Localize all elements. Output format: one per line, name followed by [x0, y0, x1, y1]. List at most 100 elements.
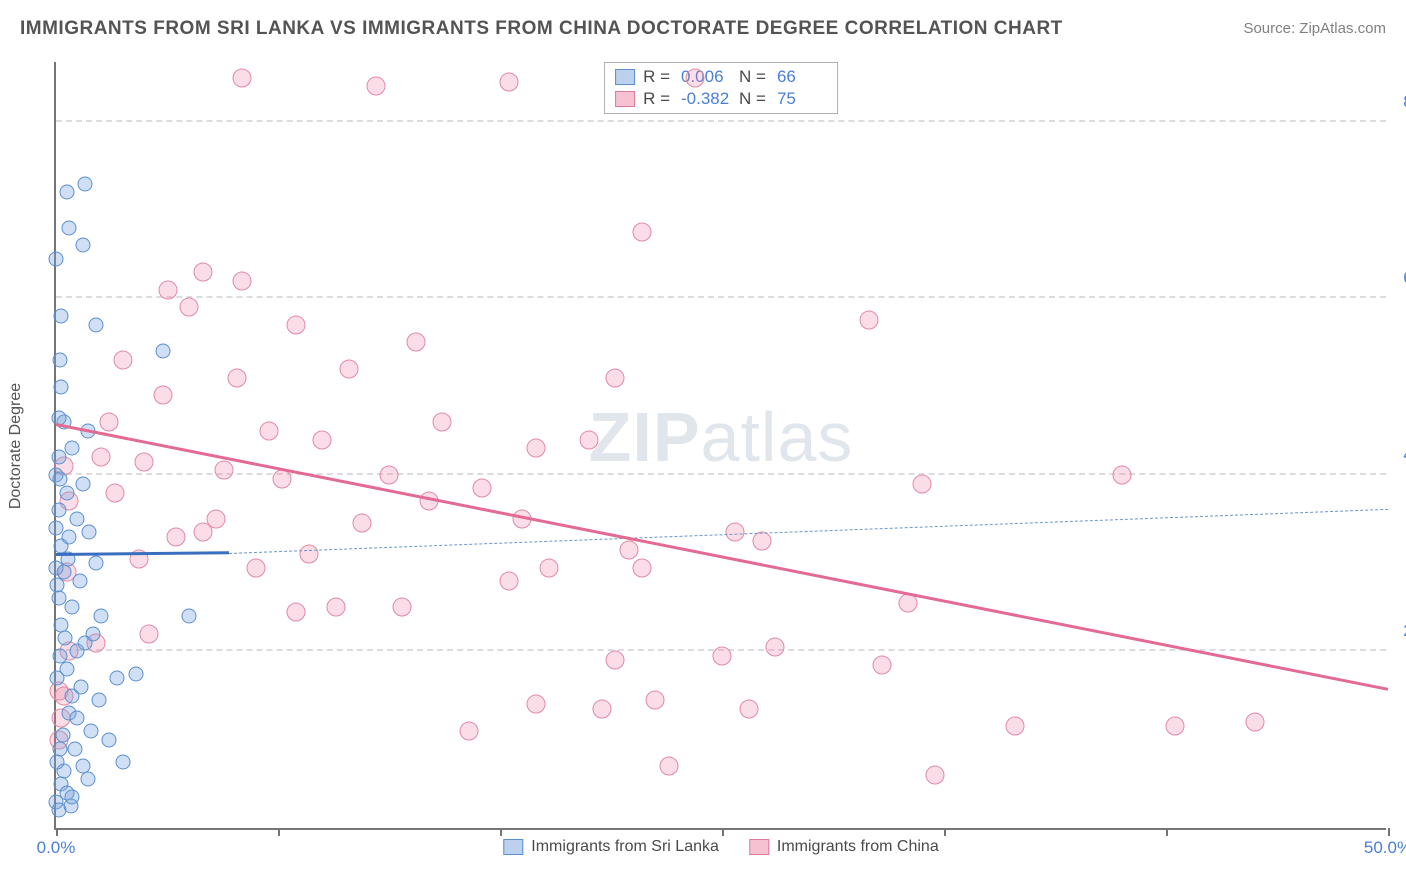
- scatter-point: [102, 732, 117, 747]
- x-tick: [278, 828, 280, 836]
- scatter-point: [859, 311, 878, 330]
- swatch-pink-icon: [615, 91, 635, 107]
- x-tick: [944, 828, 946, 836]
- x-tick-label: 50.0%: [1364, 838, 1406, 858]
- y-tick-label: 8.0%: [1392, 92, 1406, 112]
- x-tick: [1166, 828, 1168, 836]
- scatter-point: [158, 280, 177, 299]
- scatter-point: [110, 670, 125, 685]
- scatter-point: [686, 68, 705, 87]
- x-tick: [500, 828, 502, 836]
- scatter-point: [49, 520, 64, 535]
- scatter-point: [233, 271, 252, 290]
- scatter-point: [134, 452, 153, 471]
- x-tick: [722, 828, 724, 836]
- scatter-point: [539, 558, 558, 577]
- scatter-point: [64, 441, 79, 456]
- scatter-point: [50, 578, 65, 593]
- scatter-point: [499, 73, 518, 92]
- scatter-point: [140, 624, 159, 643]
- scatter-point: [193, 262, 212, 281]
- scatter-point: [380, 465, 399, 484]
- swatch-blue-icon: [503, 839, 523, 855]
- scatter-point: [50, 754, 65, 769]
- scatter-point: [58, 631, 73, 646]
- scatter-point: [62, 529, 77, 544]
- scatter-point: [82, 525, 97, 540]
- legend-item-sri-lanka: Immigrants from Sri Lanka: [503, 838, 719, 856]
- scatter-point: [74, 679, 89, 694]
- x-tick-label: 0.0%: [37, 838, 76, 858]
- scatter-point: [54, 379, 69, 394]
- scatter-point: [55, 728, 70, 743]
- scatter-point: [579, 430, 598, 449]
- scatter-point: [64, 600, 79, 615]
- scatter-point: [726, 523, 745, 542]
- legend-row-sri-lanka: R =0.006 N =66: [615, 67, 827, 87]
- scatter-point: [67, 741, 82, 756]
- scatter-point: [912, 474, 931, 493]
- legend-item-china: Immigrants from China: [749, 838, 939, 856]
- scatter-plot-area: ZIPatlas R =0.006 N =66 R =-0.382 N =75 …: [54, 62, 1386, 830]
- scatter-point: [619, 540, 638, 559]
- scatter-point: [526, 439, 545, 458]
- scatter-point: [92, 448, 111, 467]
- scatter-point: [105, 483, 124, 502]
- scatter-point: [1165, 717, 1184, 736]
- scatter-point: [72, 573, 87, 588]
- scatter-point: [70, 710, 85, 725]
- scatter-point: [340, 359, 359, 378]
- gridline: [56, 296, 1386, 298]
- scatter-point: [633, 558, 652, 577]
- scatter-point: [646, 691, 665, 710]
- scatter-point: [593, 699, 612, 718]
- scatter-point: [50, 670, 65, 685]
- scatter-point: [606, 368, 625, 387]
- scatter-point: [49, 251, 64, 266]
- scatter-point: [88, 317, 103, 332]
- scatter-point: [51, 591, 66, 606]
- scatter-point: [300, 545, 319, 564]
- x-tick: [1388, 828, 1390, 836]
- chart-source: Source: ZipAtlas.com: [1243, 20, 1386, 37]
- scatter-point: [100, 412, 119, 431]
- scatter-point: [713, 646, 732, 665]
- series-legend: Immigrants from Sri Lanka Immigrants fro…: [503, 838, 938, 856]
- scatter-point: [739, 699, 758, 718]
- scatter-point: [88, 556, 103, 571]
- scatter-point: [214, 461, 233, 480]
- scatter-point: [659, 757, 678, 776]
- scatter-point: [75, 476, 90, 491]
- scatter-point: [52, 472, 67, 487]
- gridline: [56, 120, 1386, 122]
- scatter-point: [155, 344, 170, 359]
- scatter-point: [64, 790, 79, 805]
- y-tick-label: 6.0%: [1392, 268, 1406, 288]
- scatter-point: [80, 772, 95, 787]
- correlation-legend: R =0.006 N =66 R =-0.382 N =75: [604, 62, 838, 114]
- scatter-point: [1112, 465, 1131, 484]
- scatter-point: [228, 368, 247, 387]
- scatter-point: [499, 571, 518, 590]
- x-tick: [56, 828, 58, 836]
- scatter-point: [70, 512, 85, 527]
- scatter-point: [273, 470, 292, 489]
- scatter-point: [526, 695, 545, 714]
- gridline: [56, 473, 1386, 475]
- scatter-point: [59, 185, 74, 200]
- scatter-point: [91, 693, 106, 708]
- scatter-point: [78, 176, 93, 191]
- scatter-point: [353, 514, 372, 533]
- scatter-point: [75, 238, 90, 253]
- scatter-point: [54, 309, 69, 324]
- scatter-point: [752, 532, 771, 551]
- scatter-point: [113, 351, 132, 370]
- scatter-point: [246, 558, 265, 577]
- scatter-point: [1006, 717, 1025, 736]
- scatter-point: [366, 77, 385, 96]
- scatter-point: [94, 609, 109, 624]
- scatter-point: [62, 220, 77, 235]
- y-axis-label: Doctorate Degree: [7, 383, 25, 509]
- scatter-point: [180, 298, 199, 317]
- scatter-point: [926, 766, 945, 785]
